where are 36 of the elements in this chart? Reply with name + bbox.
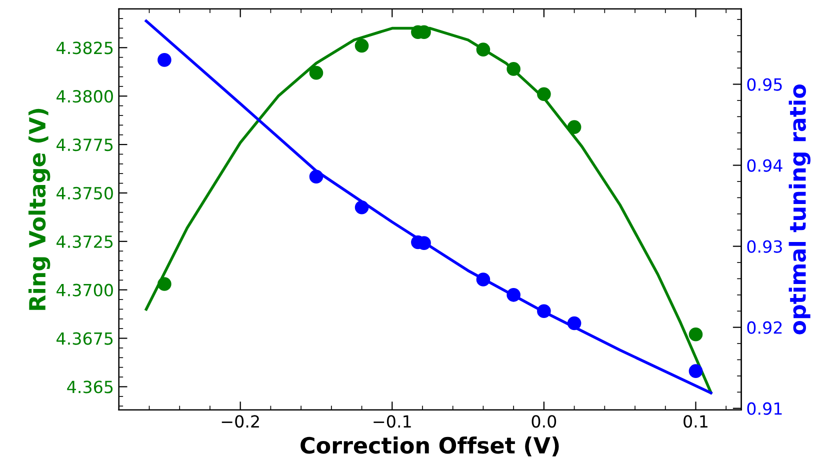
point	[567, 120, 582, 134]
point	[158, 277, 172, 291]
y-tick-label: 4.3675	[56, 332, 113, 345]
x-tick-label: 0.1	[684, 415, 708, 428]
point	[476, 42, 490, 56]
y2-tick-label: 0.92	[747, 321, 782, 334]
y-tick-label: 4.3800	[56, 90, 113, 103]
y-tick-label: 4.3775	[56, 138, 113, 152]
y2-tick-label: 0.95	[747, 78, 782, 91]
point	[309, 66, 324, 80]
point	[567, 316, 582, 330]
y-tick-label: 4.3750	[56, 186, 113, 200]
point	[537, 304, 551, 318]
point	[537, 87, 551, 102]
point	[688, 327, 703, 342]
y2-tick-label: 0.94	[747, 159, 782, 172]
x-tick-label: −0.1	[374, 415, 411, 428]
y2-tick-label: 0.93	[747, 240, 782, 253]
y-tick-label: 4.3825	[56, 42, 113, 54]
x-tick-label: 0.0	[532, 415, 556, 428]
point	[688, 364, 703, 378]
point	[354, 200, 369, 214]
point	[476, 272, 490, 286]
x-tick-label: −0.2	[222, 415, 259, 428]
y-tick-label: 4.3700	[56, 284, 113, 296]
point	[309, 170, 324, 184]
y2-axis-title: optimal tuning ratio	[788, 84, 810, 334]
point	[158, 53, 172, 67]
x-axis-title: Correction Offset (V)	[300, 436, 559, 456]
y-axis-title: Ring Voltage (V)	[28, 108, 50, 310]
point	[506, 288, 520, 302]
point	[506, 62, 520, 76]
y-tick-label: 4.365	[67, 380, 113, 394]
point	[354, 38, 369, 53]
y2-tick-label: 0.91	[747, 402, 782, 415]
y-tick-label: 4.3725	[56, 235, 113, 248]
